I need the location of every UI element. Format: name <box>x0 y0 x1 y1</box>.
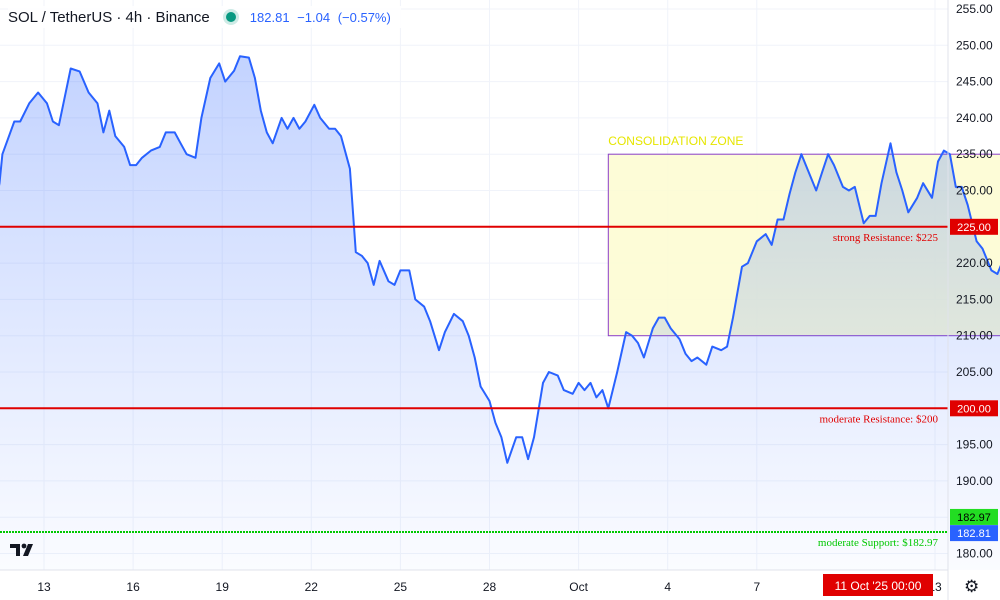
x-tick-label: 25 <box>394 580 408 594</box>
symbol-title: SOL / TetherUS · 4h · Binance <box>8 8 210 26</box>
price-tag-label: 225.00 <box>957 222 991 234</box>
y-tick-label: 235.00 <box>956 147 993 161</box>
support-label: moderate Support: $182.97 <box>818 537 939 549</box>
x-tick-label: Oct <box>569 580 588 594</box>
level-lines: strong Resistance: $225 moderate Resistan… <box>0 225 948 549</box>
price-change: −1.04 <box>297 9 331 25</box>
price-change-pct: (−0.57%) <box>337 9 391 25</box>
price-tag-label: 200.00 <box>957 403 991 415</box>
event-date-label: 11 Oct '25 00:00 <box>835 579 922 593</box>
resistance-label: strong Resistance: $225 <box>833 232 939 244</box>
last-price-tag-label: 182.81 <box>957 528 991 540</box>
symbol-header[interactable]: SOL / TetherUS · 4h · Binance 182.81 −1.… <box>8 6 401 28</box>
event-date-tag <box>823 574 933 596</box>
price-axis[interactable]: 255.00 250.00 245.00 240.00 235.00 230.00 225.… <box>947 0 998 600</box>
price-tag <box>950 218 998 235</box>
tradingview-logo-icon[interactable] <box>10 540 38 560</box>
y-tick-label: 180.00 <box>956 547 993 561</box>
y-tick-label: 195.00 <box>956 438 993 452</box>
price-tag-label: 182.97 <box>957 512 991 524</box>
y-tick-label: 205.00 <box>956 365 993 379</box>
x-tick-label: 16 <box>126 580 140 594</box>
price-line <box>0 55 1000 464</box>
y-tick-label: 230.00 <box>956 184 993 198</box>
y-tick-label: 250.00 <box>956 38 993 52</box>
x-tick-label: 4 <box>664 580 671 594</box>
price-tag <box>950 508 998 525</box>
y-tick-label: 245.00 <box>956 75 993 89</box>
last-price: 182.81 <box>249 9 290 25</box>
quote-values: 182.81 −1.04 (−0.57%) <box>250 10 395 25</box>
x-tick-label: 19 <box>216 580 230 594</box>
x-tick-label: 28 <box>483 580 497 594</box>
resistance-label: moderate Resistance: $200 <box>819 413 938 425</box>
y-tick-label: 220.00 <box>956 256 993 270</box>
price-tag <box>950 400 998 417</box>
price-area <box>0 55 1000 570</box>
y-tick-label: 240.00 <box>956 111 993 125</box>
y-tick-label: 210.00 <box>956 329 993 343</box>
settings-gear-icon[interactable]: ⚙ <box>964 577 980 596</box>
x-tick-label: 13 <box>37 580 51 594</box>
x-tick-label: 22 <box>305 580 319 594</box>
x-tick-label: 7 <box>753 580 760 594</box>
last-price-tag <box>950 525 998 542</box>
price-area-fill <box>0 56 1000 570</box>
market-status-icon <box>225 12 236 22</box>
y-tick-label: 255.00 <box>956 2 993 16</box>
y-tick-label: 215.00 <box>956 292 993 306</box>
y-tick-label: 190.00 <box>956 474 993 488</box>
consolidation-zone-label: CONSOLIDATION ZONE <box>608 134 743 148</box>
